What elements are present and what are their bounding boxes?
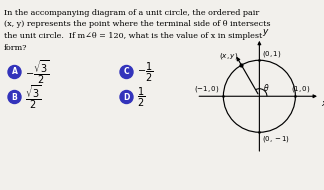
Circle shape [8, 66, 21, 78]
Text: the unit circle.  If m∠θ = 120, what is the value of x in simplest: the unit circle. If m∠θ = 120, what is t… [4, 32, 262, 40]
Text: $(x, y)$: $(x, y)$ [219, 51, 238, 61]
Text: $y$: $y$ [261, 27, 269, 38]
Text: A: A [12, 67, 17, 77]
Text: $-\dfrac{\sqrt{3}}{2}$: $-\dfrac{\sqrt{3}}{2}$ [25, 58, 50, 86]
Text: $-\dfrac{1}{2}$: $-\dfrac{1}{2}$ [137, 60, 153, 84]
Text: $(0, -1)$: $(0, -1)$ [261, 134, 290, 144]
Text: form?: form? [4, 44, 28, 51]
Text: $(-1, 0)$: $(-1, 0)$ [194, 84, 219, 94]
Text: $(1, 0)$: $(1, 0)$ [291, 84, 310, 94]
Circle shape [120, 66, 133, 78]
Text: $\dfrac{1}{2}$: $\dfrac{1}{2}$ [137, 86, 145, 108]
Circle shape [120, 90, 133, 104]
Text: (x, y) represents the point where the terminal side of θ intersects: (x, y) represents the point where the te… [4, 21, 271, 28]
Text: In the accompanying diagram of a unit circle, the ordered pair: In the accompanying diagram of a unit ci… [4, 9, 259, 17]
Text: $\theta$: $\theta$ [263, 82, 270, 93]
Text: $(0, 1)$: $(0, 1)$ [261, 49, 281, 59]
Text: C: C [124, 67, 129, 77]
Text: $x$: $x$ [320, 99, 324, 108]
Circle shape [8, 90, 21, 104]
Text: D: D [123, 93, 130, 101]
Text: $\dfrac{\sqrt{3}}{2}$: $\dfrac{\sqrt{3}}{2}$ [25, 83, 41, 111]
Text: B: B [12, 93, 17, 101]
